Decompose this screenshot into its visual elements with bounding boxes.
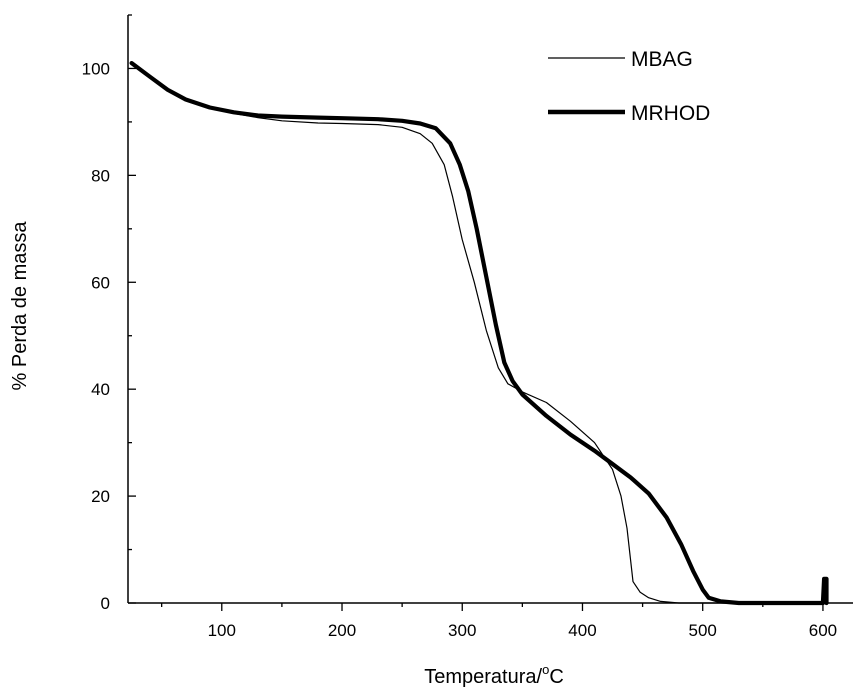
- series-line-mbag: [131, 62, 824, 604]
- x-tick-label: 200: [328, 621, 356, 640]
- y-tick-label: 80: [91, 166, 110, 185]
- x-axis-title: Temperatura/oC: [424, 662, 564, 688]
- y-tick-label: 60: [91, 273, 110, 292]
- x-tick-label: 600: [809, 621, 837, 640]
- legend: MBAG MRHOD: [548, 48, 710, 125]
- x-tick-label: 400: [568, 621, 596, 640]
- x-tick-label: 300: [448, 621, 476, 640]
- y-tick-label: 20: [91, 487, 110, 506]
- y-tick-label: 40: [91, 380, 110, 399]
- series-line-mrhod: [129, 61, 829, 606]
- legend-label-mbag: MBAG: [631, 48, 693, 71]
- axes: 0 20 40 60 80 100 100 200 300 400 500 600: [82, 14, 853, 640]
- plot-area: [129, 61, 829, 606]
- legend-label-mrhod: MRHOD: [631, 102, 710, 125]
- x-tick-label: 100: [208, 621, 236, 640]
- y-tick-label: 0: [101, 594, 110, 613]
- y-tick-label: 100: [82, 59, 110, 78]
- y-axis-title: % Perda de massa: [9, 221, 31, 391]
- x-tick-label: 500: [689, 621, 717, 640]
